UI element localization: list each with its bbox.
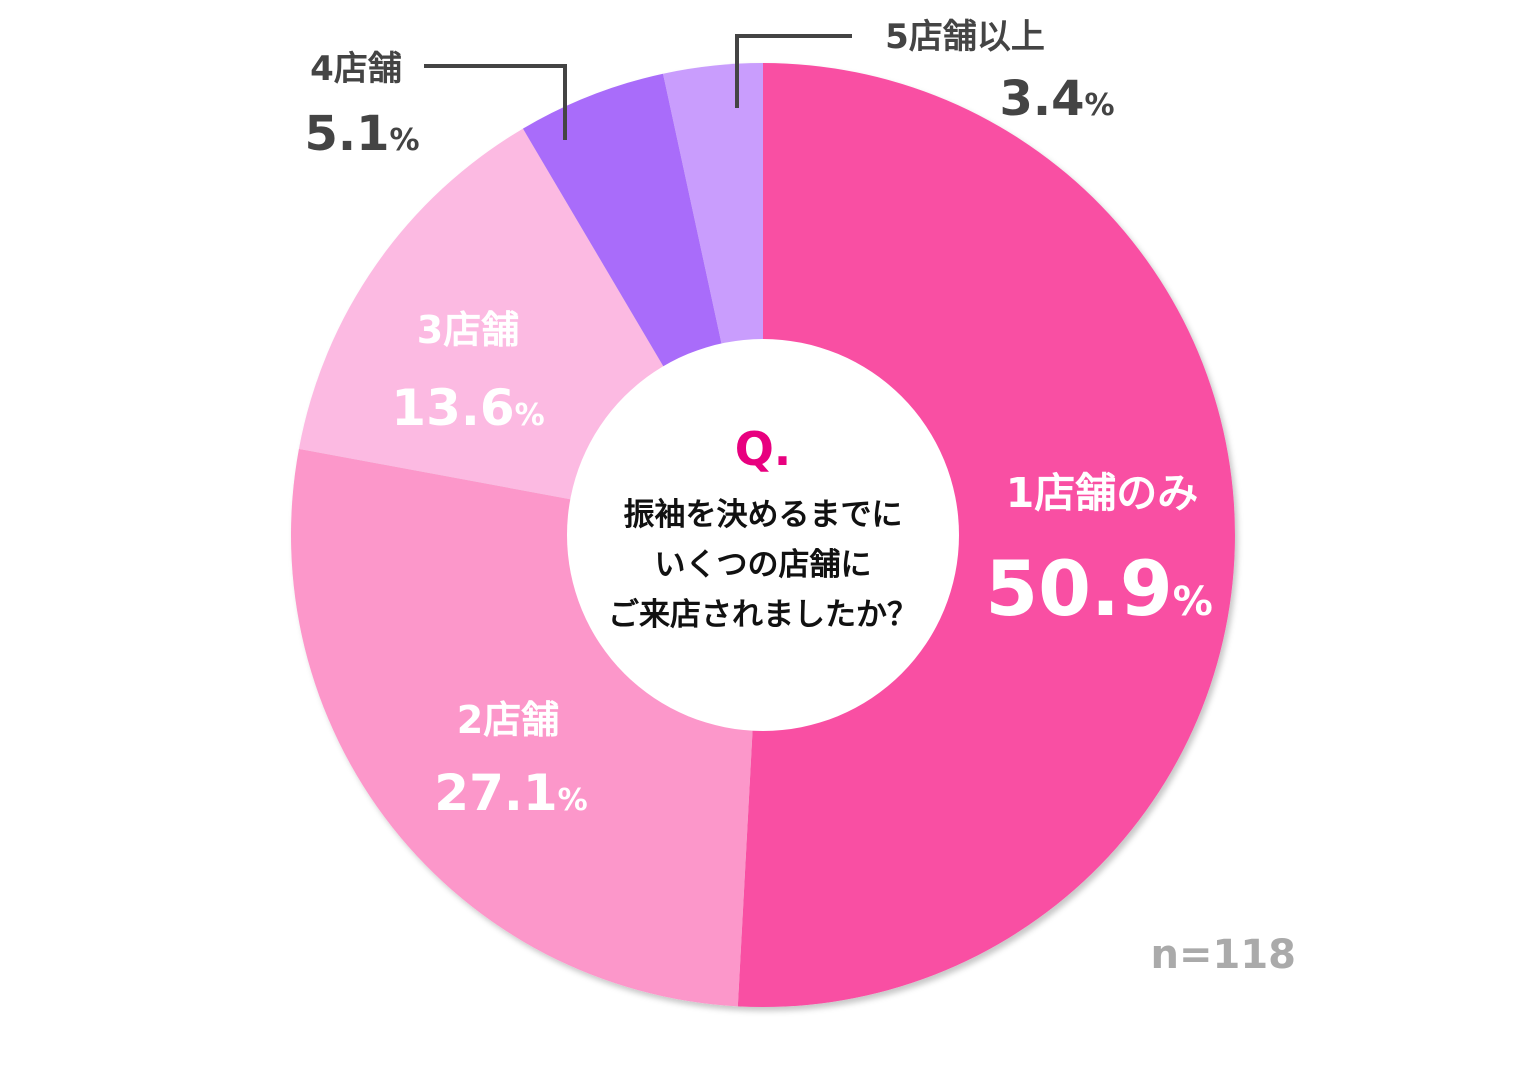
- question-line-2: いくつの店舗に: [655, 547, 872, 583]
- label-3-stores-value: 13.6%: [391, 379, 544, 437]
- label-1-store-only-name: 1店舗のみ: [1006, 469, 1199, 517]
- leader-line-4-stores: [424, 64, 567, 140]
- label-1-store-only-value: 50.9%: [985, 544, 1213, 633]
- donut-hole: [567, 339, 959, 731]
- label-5-plus-stores-value: 3.4%: [999, 71, 1114, 127]
- sample-size-label: n=118: [1151, 932, 1297, 978]
- label-4-stores-name: 4店舗: [310, 49, 402, 89]
- slice-labels: 1店舗のみ 50.9% 2店舗 27.1% 3店舗 13.6% 4店舗 5.1% 5店舗以上 3.…: [304, 17, 1212, 822]
- leader-lines: [424, 34, 852, 140]
- slice-1-store-only: [737, 63, 1235, 1008]
- question-line-1: 振袖を決めるまでに: [624, 497, 903, 533]
- label-4-stores-value: 5.1%: [304, 106, 419, 162]
- leader-line-5-plus-stores: [735, 34, 852, 108]
- question-line-3: ご来店されましたか？: [608, 597, 918, 633]
- question-block: Q. 振袖を決めるまでに いくつの店舗に ご来店されましたか？: [608, 422, 918, 633]
- question-prefix: Q.: [735, 422, 792, 476]
- label-2-stores-value: 27.1%: [434, 764, 587, 822]
- label-2-stores-name: 2店舗: [457, 698, 559, 742]
- label-3-stores-name: 3店舗: [417, 308, 519, 352]
- label-5-plus-stores-name: 5店舗以上: [885, 17, 1045, 57]
